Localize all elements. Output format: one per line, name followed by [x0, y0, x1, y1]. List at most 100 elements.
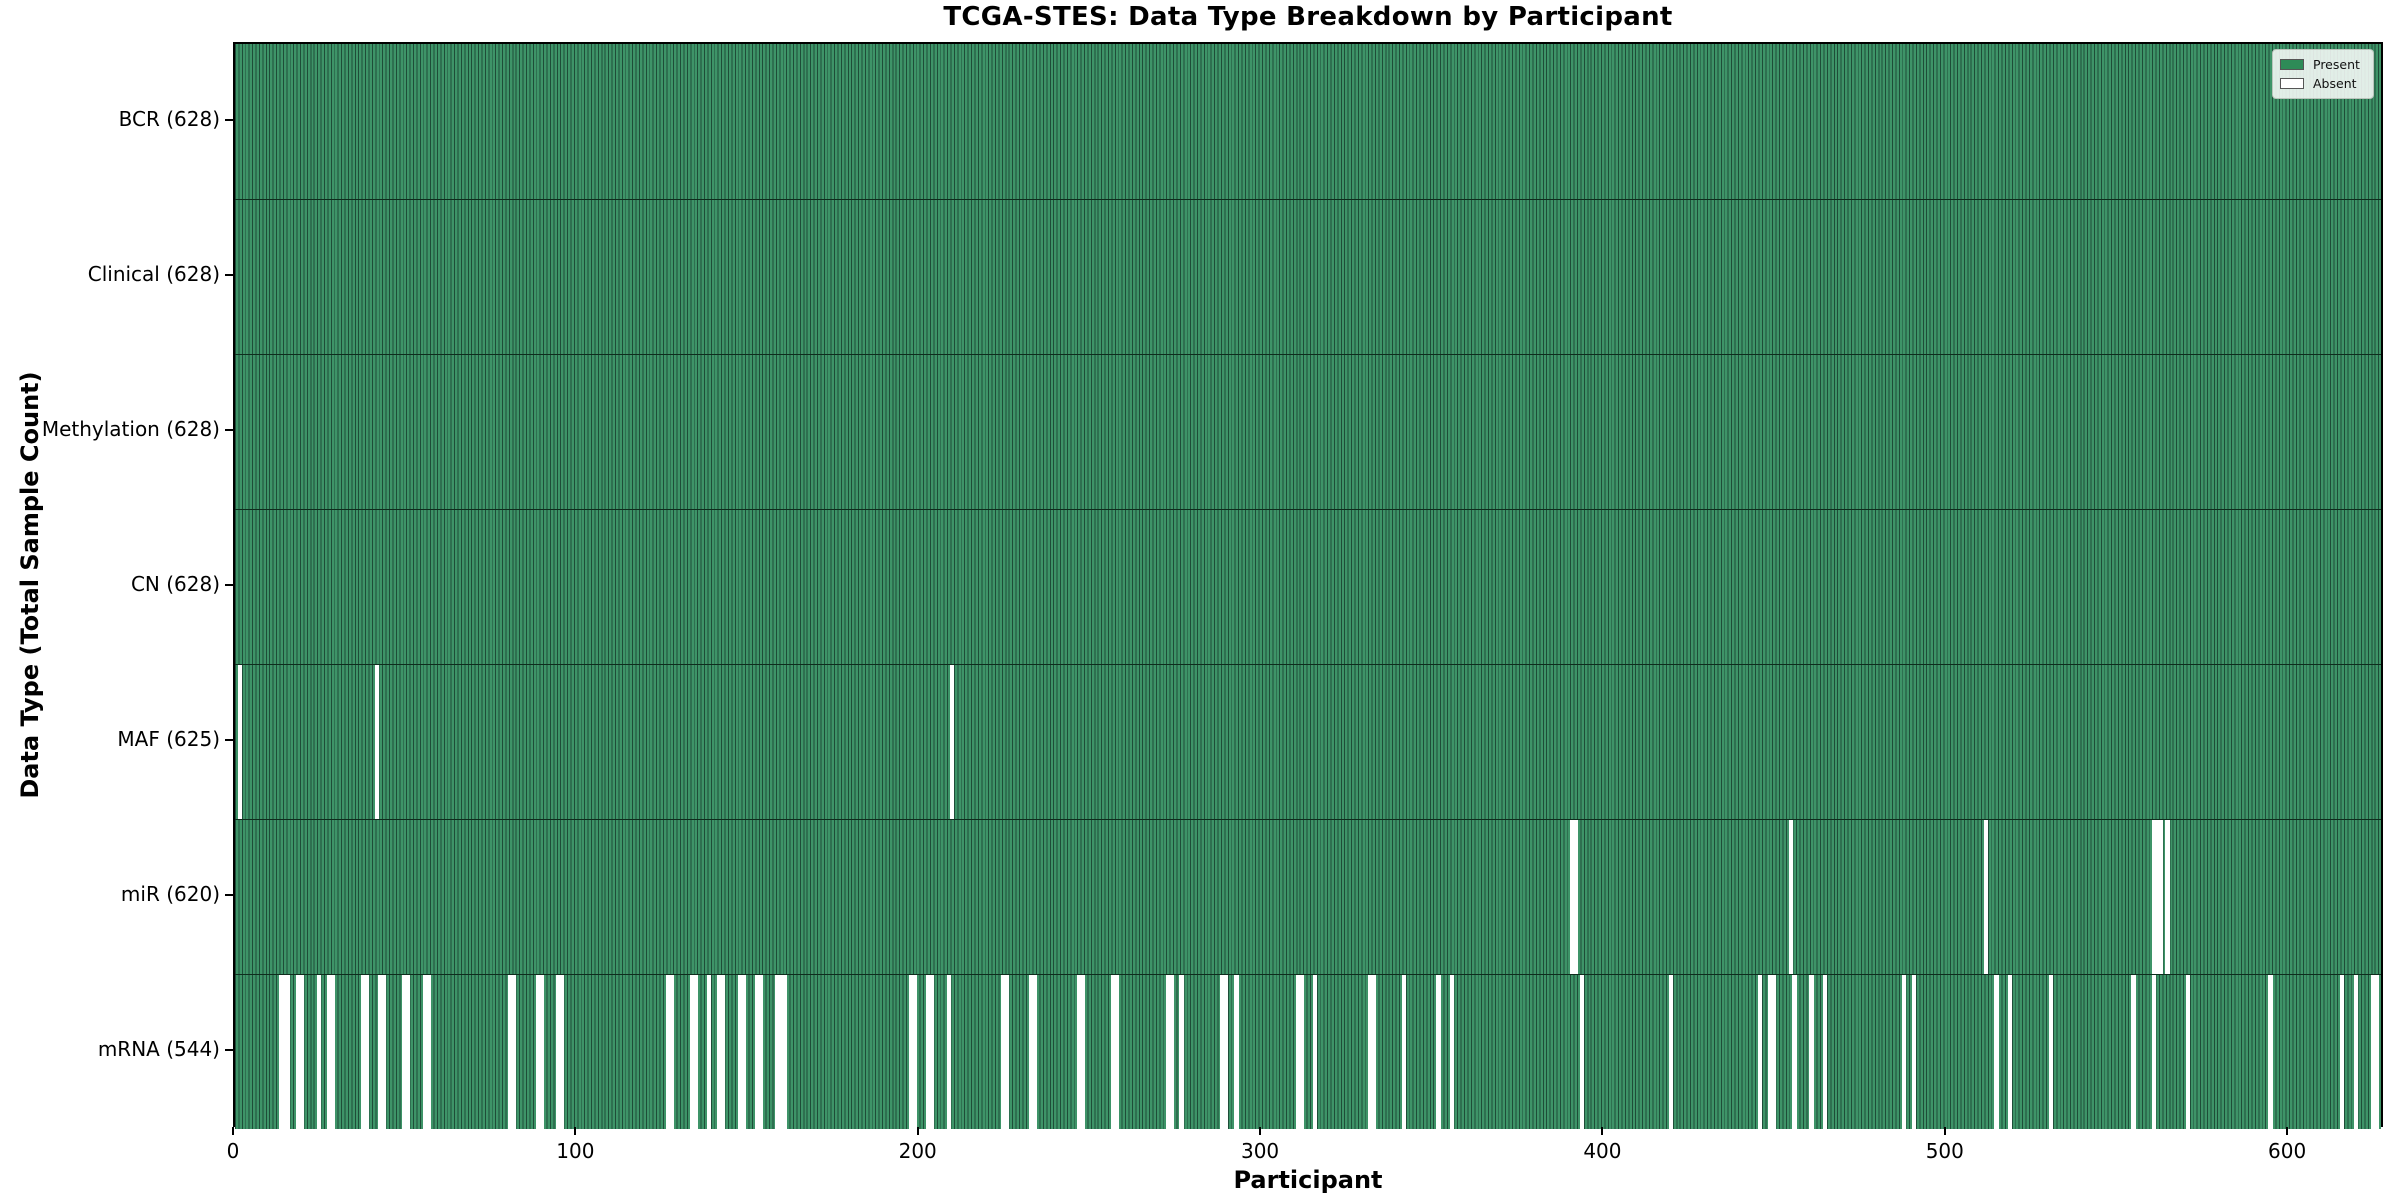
absent-stripe-mRNA-89 — [539, 975, 544, 1129]
chart-title: TCGA-STES: Data Type Breakdown by Partic… — [943, 2, 1673, 32]
absent-stripe-mRNA-247 — [1080, 975, 1085, 1129]
absent-stripe-mRNA-625 — [2374, 975, 2379, 1129]
absent-stripe-mRNA-134 — [693, 975, 698, 1129]
x-tick-label-300: 300 — [1240, 1139, 1280, 1163]
y-tick-label-BCR: BCR (628) — [118, 106, 220, 131]
y-tick-label-CN: CN (628) — [130, 571, 220, 596]
row-BCR — [235, 44, 2381, 199]
absent-stripe-mRNA-142 — [720, 975, 726, 1129]
absent-stripe-mRNA-208 — [946, 975, 952, 1129]
absent-stripe-mRNA-355 — [1449, 975, 1455, 1129]
x-tick-label-400: 400 — [1583, 1139, 1622, 1163]
absent-stripe-mRNA-152 — [754, 975, 760, 1129]
x-tick-mark-100 — [574, 1127, 577, 1135]
absent-stripe-mRNA-148 — [741, 975, 746, 1129]
absent-stripe-mRNA-341 — [1401, 975, 1407, 1129]
absent-stripe-mRNA-615 — [2339, 975, 2345, 1129]
x-tick-label-500: 500 — [1925, 1139, 1964, 1163]
absent-stripe-mRNA-197 — [908, 975, 914, 1129]
absent-stripe-mRNA-126 — [665, 975, 671, 1129]
absent-stripe-mRNA-351 — [1436, 975, 1441, 1129]
legend-absent-label: Absent — [2313, 76, 2357, 91]
absent-stripe-mRNA-225 — [1004, 975, 1010, 1129]
absent-stripe-mRNA-311 — [1299, 975, 1304, 1129]
absent-stripe-mRNA-594 — [2268, 975, 2273, 1129]
absent-stripe-mRNA-514 — [1994, 975, 1999, 1129]
legend-absent-swatch — [2280, 78, 2304, 89]
absent-stripe-mRNA-80 — [508, 975, 513, 1129]
absent-stripe-mRNA-464 — [1823, 975, 1828, 1129]
absent-stripe-mRNA-419 — [1668, 975, 1674, 1129]
absent-stripe-miR-391 — [1573, 820, 1578, 974]
absent-stripe-mRNA-14 — [282, 975, 287, 1129]
absent-stripe-mRNA-42 — [378, 975, 383, 1129]
absent-stripe-miR-454 — [1788, 820, 1794, 974]
absent-stripe-mRNA-393 — [1579, 975, 1585, 1129]
absent-stripe-mRNA-55 — [422, 975, 428, 1129]
absent-stripe-mRNA-27 — [326, 975, 332, 1129]
absent-stripe-mRNA-15 — [285, 975, 291, 1129]
absent-stripe-mRNA-624 — [2370, 975, 2376, 1129]
x-axis-label: Participant — [1233, 1166, 1383, 1194]
absent-stripe-miR-564 — [2165, 820, 2170, 974]
x-tick-label-200: 200 — [898, 1139, 937, 1163]
absent-stripe-mRNA-272 — [1165, 975, 1171, 1129]
plot-area: Present Absent — [233, 42, 2383, 1129]
y-tick-mark-Clinical — [225, 273, 233, 276]
y-tick-mark-MAF — [225, 738, 233, 741]
absent-stripe-mRNA-460 — [1809, 975, 1814, 1129]
absent-stripe-mRNA-147 — [737, 975, 743, 1129]
absent-stripe-mRNA-619 — [2353, 975, 2359, 1129]
absent-stripe-mRNA-127 — [669, 975, 674, 1129]
absent-stripe-mRNA-88 — [535, 975, 541, 1129]
absent-stripe-mRNA-331 — [1367, 975, 1373, 1129]
absent-stripe-mRNA-257 — [1114, 975, 1119, 1129]
absent-stripe-mRNA-276 — [1179, 975, 1184, 1129]
absent-stripe-mRNA-19 — [299, 975, 304, 1129]
absent-stripe-miR-561 — [2155, 820, 2160, 974]
absent-stripe-mRNA-24 — [316, 975, 322, 1129]
x-tick-mark-0 — [232, 1127, 234, 1135]
absent-stripe-mRNA-445 — [1757, 975, 1763, 1129]
absent-stripe-MAF-209 — [950, 665, 955, 819]
absent-stripe-mRNA-56 — [426, 975, 431, 1129]
y-tick-mark-Methylation — [225, 428, 233, 431]
absent-stripe-mRNA-233 — [1032, 975, 1037, 1129]
absent-stripe-mRNA-43 — [381, 975, 387, 1129]
absent-stripe-mRNA-202 — [926, 975, 931, 1129]
absent-stripe-mRNA-37 — [361, 975, 366, 1129]
absent-stripe-mRNA-487 — [1901, 975, 1907, 1129]
absent-stripe-mRNA-292 — [1234, 975, 1239, 1129]
absent-stripe-miR-511 — [1983, 820, 1989, 974]
y-tick-label-Clinical: Clinical (628) — [87, 261, 220, 286]
absent-stripe-MAF-41 — [374, 665, 380, 819]
absent-stripe-mRNA-203 — [929, 975, 934, 1129]
absent-stripe-mRNA-530 — [2048, 975, 2054, 1129]
absent-stripe-mRNA-141 — [717, 975, 722, 1129]
y-tick-mark-miR — [225, 893, 233, 896]
absent-stripe-mRNA-160 — [782, 975, 787, 1129]
absent-stripe-mRNA-81 — [511, 975, 517, 1129]
absent-stripe-mRNA-315 — [1312, 975, 1318, 1129]
absent-stripe-mRNA-570 — [2185, 975, 2191, 1129]
absent-stripe-mRNA-95 — [559, 975, 565, 1129]
absent-stripe-mRNA-288 — [1220, 975, 1225, 1129]
absent-stripe-mRNA-224 — [1001, 975, 1006, 1129]
absent-stripe-mRNA-554 — [2131, 975, 2136, 1129]
absent-stripe-mRNA-256 — [1110, 975, 1116, 1129]
absent-stripe-mRNA-232 — [1028, 975, 1034, 1129]
x-tick-mark-400 — [1601, 1127, 1604, 1135]
absent-stripe-mRNA-38 — [364, 975, 370, 1129]
absent-stripe-mRNA-133 — [689, 975, 695, 1129]
row-Methylation — [235, 354, 2381, 509]
absent-stripe-mRNA-455 — [1792, 975, 1797, 1129]
legend-present-label: Present — [2313, 57, 2360, 72]
absent-stripe-mRNA-198 — [912, 975, 917, 1129]
y-tick-mark-mRNA — [225, 1048, 233, 1051]
absent-stripe-mRNA-560 — [2151, 975, 2157, 1129]
absent-stripe-miR-560 — [2151, 820, 2157, 974]
absent-stripe-mRNA-49 — [402, 975, 407, 1129]
absent-stripe-mRNA-273 — [1169, 975, 1174, 1129]
absent-stripe-mRNA-28 — [330, 975, 335, 1129]
absent-stripe-mRNA-518 — [2007, 975, 2013, 1129]
